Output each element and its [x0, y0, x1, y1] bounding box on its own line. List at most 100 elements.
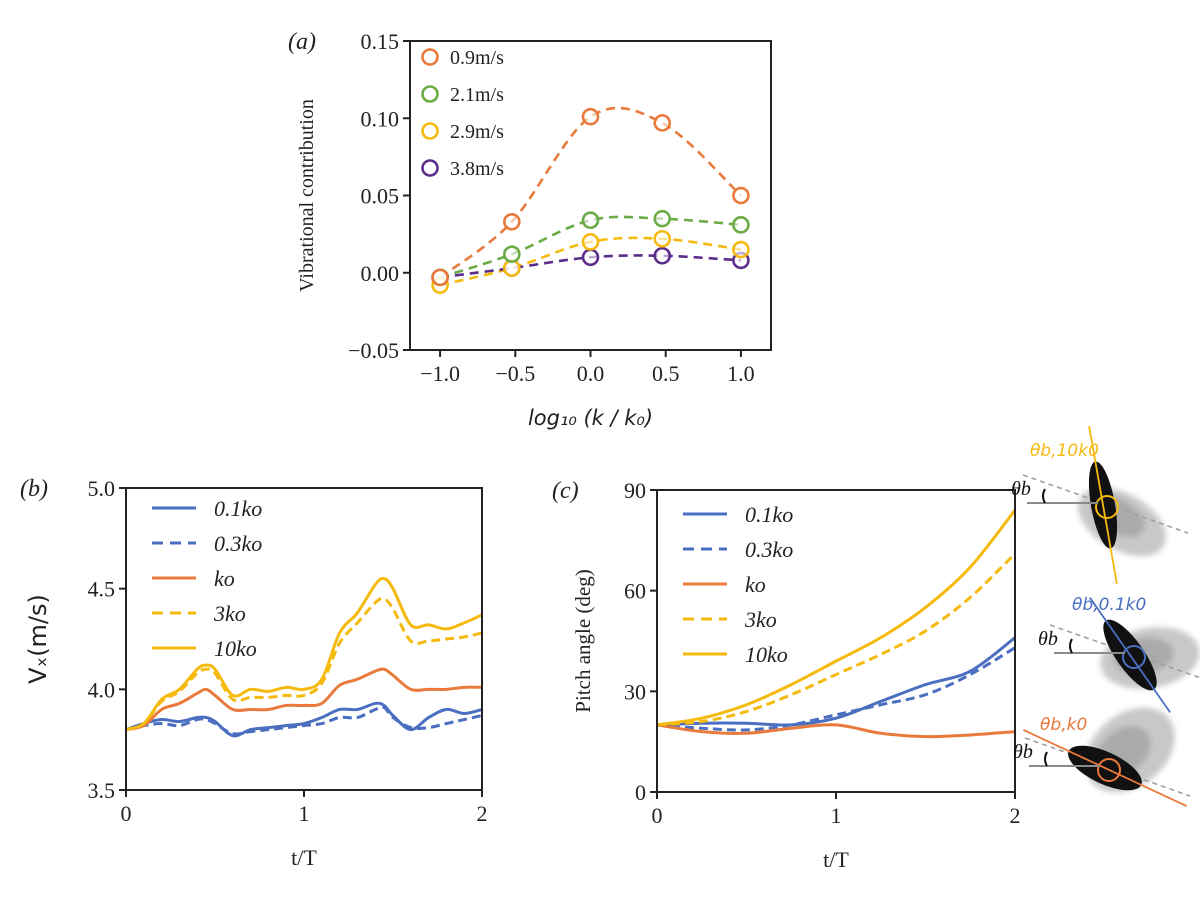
y-tick-label: −0.05: [348, 338, 399, 363]
series-line-10ko: [657, 509, 1015, 727]
data-point-0.9m/s: [503, 212, 521, 231]
panel-b-vx-velocity: 0 1 2 3.5 4.0 4.5 5.0 t/T Vₓ(m/s) (b) 0.1ko 0.3ko ko…: [20, 476, 488, 870]
panel-a-vibrational-contribution: −1.0 −0.5 0.0 0.5 1.0 −0.05 0.00 0.05 0.10 0.15 lo…: [288, 29, 772, 430]
x-tick-label: 2: [477, 801, 488, 826]
fish-diagram-1: θb θb,0.1k0: [1038, 595, 1200, 713]
legend: 0.9m/s 2.1m/s 2.9m/s 3.8m/s: [421, 47, 504, 180]
rotation-arrow-icon: [1095, 495, 1119, 519]
series-line-ko: [657, 723, 1015, 739]
legend-marker-0.9m/s: [421, 48, 439, 66]
series-line-2.1m/s: [439, 215, 742, 279]
x-tick-label: 2: [1010, 803, 1021, 828]
angle-arc: [1069, 638, 1073, 654]
legend-label: 3ko: [744, 607, 777, 632]
angle-arc: [1042, 488, 1046, 504]
legend-label: 10ko: [214, 636, 257, 661]
data-point-2.1m/s: [732, 216, 750, 234]
y-axis-label: Vₓ(m/s): [24, 594, 52, 684]
data-point-2.9m/s: [732, 240, 750, 259]
y-tick-label: 5.0: [88, 476, 116, 501]
legend-label: ko: [745, 572, 766, 597]
legend-label: 0.3ko: [745, 537, 793, 562]
legend-label: 10ko: [745, 642, 788, 667]
data-point-2.1m/s: [581, 211, 600, 230]
y-tick-label: 3.5: [88, 778, 116, 803]
y-tick-label: 30: [624, 679, 646, 704]
data-point-0.9m/s: [581, 107, 600, 126]
data-point-0.9m/s: [732, 186, 750, 205]
x-axis-label: log₁₀ (k / k₀): [528, 406, 653, 430]
theta-b-label: θb: [1038, 628, 1058, 650]
x-tick-label: 0: [121, 801, 132, 826]
y-tick-label: 0.00: [361, 261, 400, 286]
theta-label: θb,0.1k0: [1072, 595, 1146, 615]
theta-label: θb,k0: [1040, 715, 1087, 735]
angle-arc: [1044, 751, 1048, 767]
x-tick-label: 0.5: [652, 361, 680, 386]
x-axis-label: t/T: [291, 845, 317, 870]
data-point-2.9m/s: [653, 229, 672, 248]
series-group: [126, 576, 482, 738]
data-point-3.8m/s: [653, 246, 672, 265]
x-tick-label: 0: [652, 803, 663, 828]
y-tick-label: 0: [635, 780, 646, 805]
y-tick-label: 4.0: [88, 677, 116, 702]
legend-label: 3ko: [213, 601, 246, 626]
x-tick-label: 1: [831, 803, 842, 828]
body-axis-line: [1088, 426, 1118, 584]
series-line-0.9m/s: [439, 106, 742, 279]
fish-diagram-0: θb θb,10k0: [1011, 426, 1189, 584]
legend-label: 0.1ko: [214, 496, 262, 521]
y-tick-label: 90: [624, 478, 646, 503]
legend-marker-2.1m/s: [421, 85, 439, 103]
axes-frame: [125, 487, 483, 791]
data-point-0.9m/s: [653, 114, 672, 132]
y-tick-label: 0.15: [361, 29, 400, 54]
axes-frame: [656, 489, 1016, 793]
x-tick-label: 0.0: [577, 361, 605, 386]
theta-b-label: θb: [1011, 478, 1031, 500]
panel-label: (b): [20, 476, 48, 502]
data-point-2.1m/s: [653, 209, 672, 228]
series-line-ko: [126, 667, 482, 732]
series-line-0.3ko: [657, 646, 1015, 732]
series-line-0.1ko: [657, 636, 1015, 727]
legend: 0.1ko 0.3ko ko 3ko 10ko: [152, 496, 262, 661]
y-tick-label: 4.5: [88, 577, 116, 602]
x-tick-label: 1: [299, 801, 310, 826]
y-axis-label: Pitch angle (deg): [571, 569, 595, 712]
fish-diagram-2: θb θb,k0: [1013, 707, 1191, 807]
rotation-arrow-icon: [1122, 645, 1146, 669]
theta-label: θb,10k0: [1030, 441, 1099, 461]
data-point-2.9m/s: [581, 233, 600, 251]
rotation-arrow-icon: [1097, 758, 1121, 782]
series-line-3ko: [657, 552, 1015, 727]
legend-label: ko: [214, 566, 235, 591]
legend-label: 0.3ko: [214, 531, 262, 556]
reference-dashed-line: [1024, 737, 1191, 797]
y-tick-label: 0.10: [361, 106, 400, 131]
series-line-10ko: [126, 576, 482, 732]
legend-label: 2.9m/s: [450, 121, 504, 143]
x-tick-label: 1.0: [727, 361, 755, 386]
y-axis-label: Vibrational contribution: [296, 99, 318, 292]
series-line-3ko: [126, 596, 482, 732]
series-group: [657, 509, 1015, 739]
body-axis-line: [1023, 729, 1187, 807]
data-point-0.9m/s: [431, 268, 449, 287]
reference-dashed-line: [1022, 474, 1189, 534]
legend: 0.1ko 0.3ko ko 3ko 10ko: [683, 502, 793, 667]
data-point-3.8m/s: [581, 248, 600, 267]
x-tick-label: −0.5: [495, 361, 535, 386]
y-tick-label: 60: [624, 579, 646, 604]
legend-marker-2.9m/s: [421, 122, 439, 140]
legend-label: 2.1m/s: [450, 84, 504, 106]
data-point-2.1m/s: [503, 245, 521, 264]
reference-dashed-line: [1049, 624, 1200, 679]
legend-marker-3.8m/s: [421, 159, 439, 177]
legend-label: 3.8m/s: [450, 158, 504, 180]
panel-label: (c): [552, 478, 579, 504]
y-tick-label: 0.05: [361, 184, 400, 209]
